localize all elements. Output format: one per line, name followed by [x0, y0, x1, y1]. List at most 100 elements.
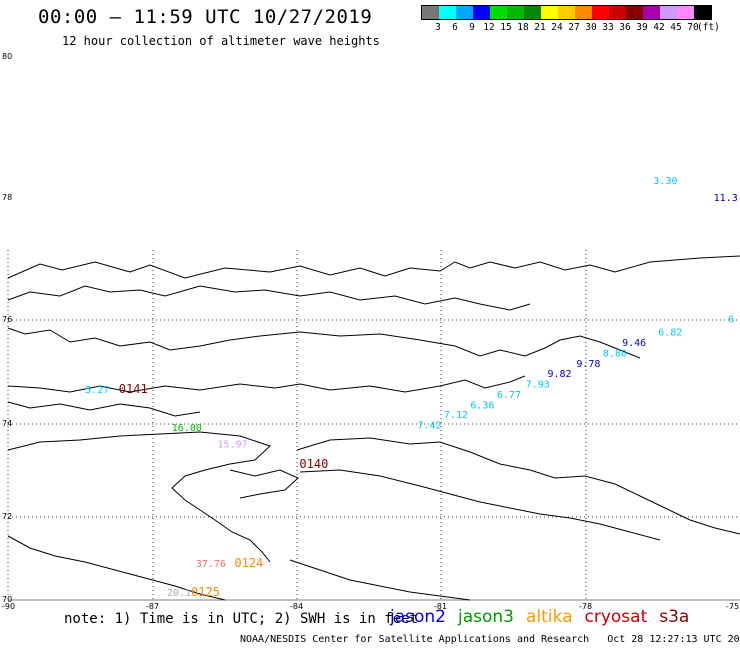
legend-tick-label: 30 — [585, 22, 597, 33]
wave-height-label: 37.76 — [196, 559, 226, 570]
wave-height-label: 7.42 — [417, 421, 441, 432]
wave-height-label: 15.97 — [218, 439, 248, 450]
legend-swatch — [626, 6, 643, 19]
legend-swatch — [694, 6, 711, 19]
devon-south-coast — [7, 327, 641, 359]
legend-tick-label: 21 — [534, 22, 546, 33]
wave-height-label: 8.80 — [603, 348, 627, 359]
baffin-north-coast — [296, 437, 740, 535]
lat-label-80: 80 — [2, 52, 12, 61]
legend-swatch — [677, 6, 694, 19]
lat-label-78: 78 — [2, 193, 12, 202]
lon-label-87: -87 — [146, 602, 159, 611]
wave-height-label: 6.36 — [470, 400, 494, 411]
longitude-labels: -90 -87 -84 -81 -78 -75 — [2, 602, 739, 611]
wave-height-label: 9.82 — [547, 369, 571, 380]
pass-id-labels: 0141 0140 0124 0125 — [119, 382, 329, 599]
legend-tick-label: 6 — [452, 22, 458, 33]
legend-tick-label: 42 — [653, 22, 665, 33]
lat-label-70: 70 — [2, 595, 12, 604]
northern-coast — [7, 255, 740, 279]
wave-height-label: 7.93 — [526, 380, 550, 391]
latitude-labels: 80 78 76 74 72 70 — [2, 52, 12, 604]
legend-tick-label: 45 — [670, 22, 682, 33]
legend-swatch — [575, 6, 592, 19]
legend-swatch — [439, 6, 456, 19]
legend-swatch — [558, 6, 575, 19]
wave-height-label: 6.77 — [497, 390, 521, 401]
legend-swatch — [524, 6, 541, 19]
pass-id-label: 0140 — [299, 457, 328, 471]
lat-label-72: 72 — [2, 512, 12, 521]
legend-tick-label: 18 — [517, 22, 529, 33]
satellite-legend: jason2 jason3 altika cryosat s3a — [390, 607, 701, 627]
legend-tick-label: 70 — [687, 22, 699, 33]
pass-id-label: 0124 — [234, 556, 263, 570]
lon-label-78: -78 — [579, 602, 592, 611]
wave-height-label: 7.12 — [444, 410, 468, 421]
wave-height-label: 5.27 — [85, 385, 109, 396]
legend-swatch — [643, 6, 660, 19]
graticule — [7, 250, 740, 600]
wave-height-label: 9.78 — [576, 359, 600, 370]
legend-tick-label: 36 — [619, 22, 631, 33]
somerset-coast-lower — [7, 401, 201, 417]
legend-tick-label: 9 — [469, 22, 475, 33]
legend-swatch — [609, 6, 626, 19]
legend-swatch — [541, 6, 558, 19]
northern-coast-lower — [7, 285, 531, 311]
legend-tick-label: 3 — [435, 22, 441, 33]
legend-swatches — [421, 5, 712, 20]
somerset-coast — [7, 375, 526, 393]
legend-swatch — [660, 6, 677, 19]
legend-tick-label: 12 — [483, 22, 495, 33]
baffin-south-coast — [289, 559, 471, 601]
generated-timestamp: Oct 28 12:27:13 UTC 2019 — [607, 634, 740, 645]
lon-label-81: -81 — [434, 602, 447, 611]
baffin-inlet-coast — [299, 469, 661, 541]
page-subtitle: 12 hour collection of altimeter wave hei… — [62, 34, 380, 48]
legend-swatch — [490, 6, 507, 19]
color-legend: 3 6 9 12 15 18 21 24 27 30 33 36 39 42 45 70 (ft) — [421, 5, 720, 34]
credit-text: NOAA/NESDIS Center for Satellite Applica… — [240, 634, 590, 645]
coastlines — [7, 255, 740, 601]
brodeur-inner-coast — [229, 469, 299, 499]
satellite-cryosat: cryosat — [584, 607, 648, 627]
wave-height-label: 20.1 — [167, 588, 191, 599]
page-title: 00:00 – 11:59 UTC 10/27/2019 — [38, 6, 373, 28]
footer-credit: NOAA/NESDIS Center for Satellite Applica… — [240, 634, 740, 645]
wave-height-label: 16.00 — [172, 423, 202, 434]
wave-height-label: 6 — [728, 315, 734, 326]
boothia-peninsula — [7, 431, 271, 563]
legend-swatch — [592, 6, 609, 19]
pass-id-label: 0141 — [119, 382, 148, 396]
legend-tick-label: 27 — [568, 22, 580, 33]
legend-unit: (ft) — [697, 22, 720, 33]
lon-label-84: -84 — [290, 602, 303, 611]
lat-label-76: 76 — [2, 315, 12, 324]
legend-tick-label: 33 — [602, 22, 614, 33]
wave-height-label: 6.82 — [658, 328, 682, 339]
wave-height-labels: 3.30 11.3 6.82 6 9.468.809.78 9.827.93 6.776.3… — [85, 176, 738, 599]
satellite-s3a: s3a — [659, 607, 690, 627]
legend-tick-labels: 3 6 9 12 15 18 21 24 27 30 33 36 39 42 45 70 (ft) — [421, 20, 720, 34]
satellite-jason3: jason3 — [458, 607, 514, 627]
wave-height-label: 9.46 — [622, 338, 646, 349]
legend-swatch — [473, 6, 490, 19]
lon-label-90: -90 — [2, 602, 15, 611]
wave-height-label: 3.30 — [653, 176, 677, 187]
wave-height-label: 11.3 — [714, 193, 738, 204]
legend-tick-label: 39 — [636, 22, 648, 33]
footer-note: note: 1) Time is in UTC; 2) SWH is in fe… — [64, 611, 419, 627]
legend-swatch — [456, 6, 473, 19]
legend-swatch — [507, 6, 524, 19]
legend-tick-label: 24 — [551, 22, 563, 33]
gulf-of-boothia-west — [7, 535, 226, 601]
lat-label-74: 74 — [2, 419, 12, 428]
satellite-jason2: jason2 — [390, 607, 446, 627]
lon-label-75: -75 — [726, 602, 739, 611]
satellite-altika: altika — [526, 607, 573, 627]
pass-id-label: 0125 — [191, 585, 220, 599]
legend-tick-label: 15 — [500, 22, 512, 33]
